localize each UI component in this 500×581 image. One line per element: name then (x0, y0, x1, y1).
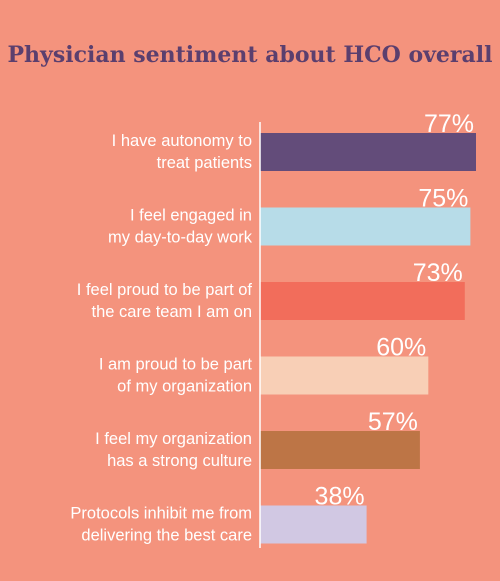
category-label-3-line-1: I feel proud to be part of (77, 281, 253, 299)
bar-5 (260, 431, 420, 469)
category-label-6-line-2: delivering the best care (81, 527, 252, 545)
category-label-1-line-1: I have autonomy to (112, 132, 252, 150)
category-label-6-line-1: Protocols inhibit me from (70, 505, 252, 523)
category-label-3-line-2: the care team I am on (92, 303, 253, 321)
category-label-5-line-1: I feel my organization (95, 430, 252, 448)
category-label-2-line-1: I feel engaged in (130, 207, 252, 225)
category-label-4-line-2: of my organization (117, 378, 252, 396)
value-label-6: 38% (315, 483, 365, 511)
bar-3 (260, 282, 465, 320)
category-label-5-line-2: has a strong culture (107, 452, 252, 470)
value-label-5: 57% (368, 408, 418, 436)
bar-1 (260, 133, 476, 171)
bar-2 (260, 207, 471, 246)
category-label-2-line-2: my day-to-day work (108, 229, 253, 247)
bar-6 (260, 505, 367, 544)
value-label-4: 60% (376, 334, 426, 362)
category-label-1-line-2: treat patients (157, 154, 252, 172)
chart-title: Physician sentiment about HCO overall (7, 42, 493, 68)
value-label-1: 77% (424, 110, 474, 138)
value-label-3: 73% (413, 259, 463, 287)
category-label-4-line-1: I am proud to be part (99, 356, 253, 374)
bar-4 (260, 356, 429, 395)
value-label-2: 75% (418, 185, 468, 213)
